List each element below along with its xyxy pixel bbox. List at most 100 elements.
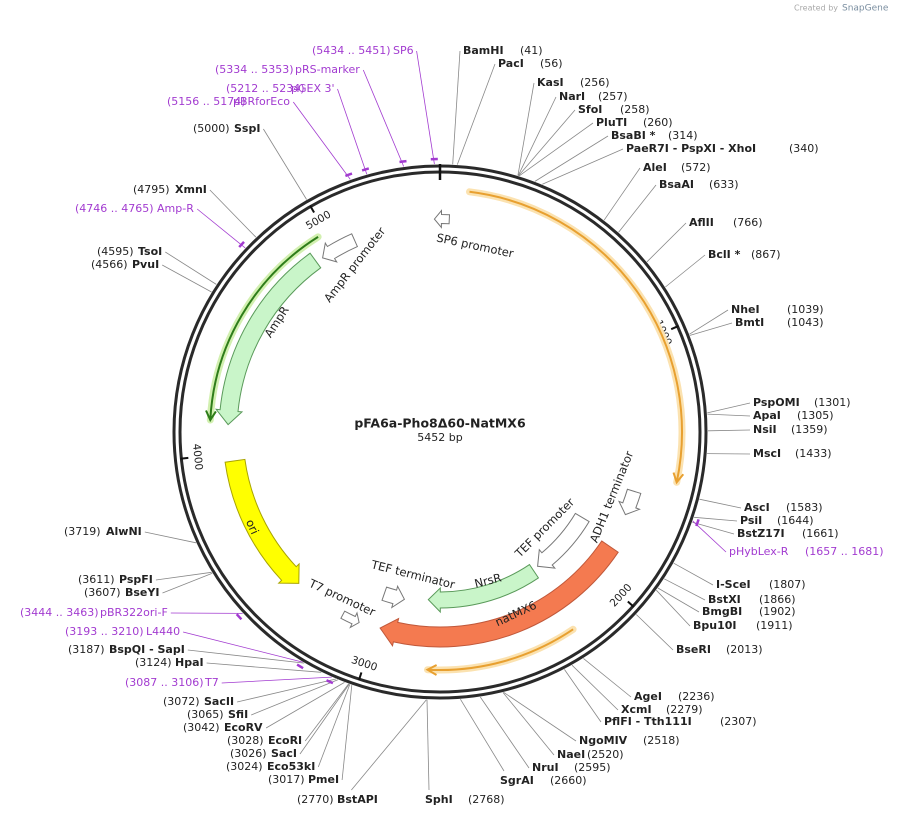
leader-line <box>251 679 339 716</box>
site-position: (1902) <box>759 605 796 618</box>
site-position: (3042) <box>183 721 220 734</box>
site-position: (2770) <box>297 793 334 806</box>
tef-promoter-arrow <box>537 512 590 569</box>
leader-line <box>564 669 602 723</box>
site: PacI (56) <box>456 57 563 165</box>
site-position: (1359) <box>791 423 828 436</box>
site: NsiI (1359) <box>707 423 828 436</box>
leader-line <box>673 562 714 586</box>
leader-line <box>518 109 576 177</box>
site: BsaAI (633) <box>618 178 739 233</box>
site-position: (41) <box>520 44 543 57</box>
leader-line <box>657 587 700 613</box>
leader-line <box>162 572 213 594</box>
leader-line <box>517 96 557 176</box>
site: AflII (766) <box>646 216 763 263</box>
site-position: (4595) <box>97 245 134 258</box>
primer-position: (5434 .. 5451) <box>312 44 391 57</box>
ampr-arrow <box>214 252 322 426</box>
site-position: (633) <box>709 178 739 191</box>
primer-mark <box>399 159 407 164</box>
site: EcoRI (3028) <box>227 683 349 747</box>
leader-line <box>196 208 246 249</box>
leader-line <box>534 135 609 182</box>
leader-line <box>583 658 632 698</box>
site: SphI (2768) <box>425 699 505 806</box>
site-name: BseRI <box>676 643 711 656</box>
plasmid-length: 5452 bp <box>417 431 462 444</box>
site: NheI (1039) <box>689 303 824 335</box>
site-name: XmnI <box>175 183 207 196</box>
primer-mark <box>235 613 243 621</box>
site-position: (4795) <box>133 183 170 196</box>
leader-line <box>206 662 322 673</box>
primer-name: pRS-marker <box>295 63 360 76</box>
primer-position: (1657 .. 1681) <box>805 545 884 558</box>
primer: pHybLex-R (1657 .. 1681) <box>692 520 884 558</box>
site: BsaBI * (314) <box>534 129 698 182</box>
site-position: (340) <box>789 142 819 155</box>
site-name: SacII <box>204 695 234 708</box>
primer-position: (4746 .. 4765) <box>75 202 154 215</box>
leader-line <box>144 531 197 544</box>
ruler-label: 5000 <box>304 209 333 233</box>
ruler-label: 4000 <box>190 443 205 471</box>
site: NarI (257) <box>517 90 628 176</box>
leader-line <box>502 692 555 756</box>
site-name: PflFI - Tth111I <box>604 715 692 728</box>
site-name: PspOMI <box>753 396 800 409</box>
leader-line <box>707 413 751 417</box>
leader-line <box>656 589 691 627</box>
site-position: (3072) <box>163 695 200 708</box>
primer-mark <box>325 679 334 685</box>
leader-line <box>165 251 217 285</box>
primer: pBRforEco(5156 .. 5174) <box>167 95 351 180</box>
primer: Amp-R(4746 .. 4765) <box>75 202 246 249</box>
site: SfoI (258) <box>518 103 650 177</box>
site: AleI (572) <box>603 161 711 221</box>
leader-line <box>351 699 427 791</box>
site-name: PmeI <box>308 773 339 786</box>
primer-name: pBR322ori-F <box>100 606 168 619</box>
primer: pGEX 3'(5212 .. 5234) <box>226 82 368 175</box>
ampr-promoter-arrow <box>322 233 359 263</box>
site: SacI (3026) <box>230 683 350 760</box>
site-name: BmtI <box>735 316 764 329</box>
leader-line <box>263 128 307 200</box>
site-position: (572) <box>681 161 711 174</box>
leader-line <box>221 676 332 684</box>
site-position: (1433) <box>795 447 832 460</box>
ampr-orf-head <box>205 410 217 423</box>
site-position: (5000) <box>193 122 230 135</box>
site-position: (1911) <box>756 619 793 632</box>
site: BclI * (867) <box>665 248 781 288</box>
site-position: (1583) <box>786 501 823 514</box>
site: TsoI (4595) <box>97 245 217 285</box>
site-name: PacI <box>498 57 524 70</box>
tef-terminator-arrow <box>381 584 406 609</box>
leader-line <box>304 683 349 742</box>
leader-line <box>265 682 345 729</box>
primer-position: (5156 .. 5174) <box>167 95 246 108</box>
site-name: Eco53kI <box>267 760 315 773</box>
primer-name: SP6 <box>393 44 414 57</box>
leader-line <box>479 696 530 769</box>
site-name: NarI <box>559 90 585 103</box>
site-name: NheI <box>731 303 760 316</box>
site-name: BspQI - SapI <box>109 643 185 656</box>
orf-arc-glow <box>466 188 686 486</box>
brand[interactable]: SnapGene <box>842 4 889 14</box>
leader-line <box>665 254 706 288</box>
site-name: PvuI <box>132 258 159 271</box>
leader-line <box>694 516 738 522</box>
leader-line <box>664 578 706 601</box>
primer: pBR322ori-F(3444 .. 3463) <box>20 606 243 619</box>
leader-line <box>416 50 435 165</box>
feature-label: SP6 promoter <box>435 230 515 260</box>
site-name: BsaBI * <box>611 129 656 142</box>
leader-line <box>426 699 430 791</box>
primer-mark <box>695 519 700 527</box>
primer-name: pHybLex-R <box>729 545 789 558</box>
site-name: NsiI <box>753 423 777 436</box>
